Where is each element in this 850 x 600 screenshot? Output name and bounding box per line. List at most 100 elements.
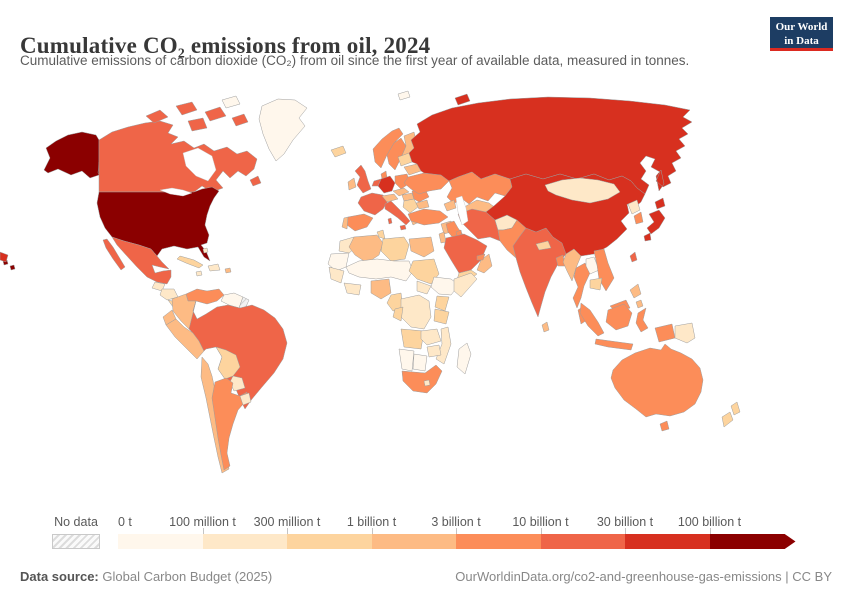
legend-bin-5[interactable]	[456, 534, 541, 549]
country-western-sahara[interactable]	[327, 252, 350, 272]
country-greenland[interactable]	[221, 95, 308, 162]
country-jamaica[interactable]	[195, 270, 203, 277]
country-iceland[interactable]	[330, 145, 347, 158]
country-mexico[interactable]	[111, 236, 172, 285]
country-bulgaria[interactable]	[415, 199, 430, 210]
country-lesotho[interactable]	[423, 379, 431, 387]
country-puerto-rico[interactable]	[224, 267, 232, 274]
legend-bin-6[interactable]	[540, 534, 625, 549]
country-zambia[interactable]	[420, 328, 442, 346]
country-south-africa[interactable]	[401, 364, 443, 394]
caspian-sea-water	[455, 195, 469, 226]
country-bahamas[interactable]	[202, 247, 209, 254]
country-ethiopia[interactable]	[430, 276, 460, 296]
country-nigeria[interactable]	[370, 278, 392, 300]
country-cambodia[interactable]	[589, 277, 603, 291]
country-taiwan[interactable]	[629, 251, 638, 263]
country-tanzania[interactable]	[433, 308, 450, 325]
country-egypt[interactable]	[408, 236, 435, 258]
legend-tick-label: 1 billion t	[346, 515, 397, 529]
country-mongolia[interactable]	[544, 177, 621, 204]
country-new-zealand[interactable]	[721, 401, 741, 428]
country-uruguay[interactable]	[239, 392, 252, 406]
country-zimbabwe[interactable]	[426, 344, 442, 358]
country-kenya[interactable]	[434, 295, 450, 312]
country-balkans[interactable]	[402, 198, 419, 214]
country-somalia[interactable]	[453, 272, 478, 298]
owid-logo-line1: Our World	[775, 21, 828, 33]
country-thailand[interactable]	[572, 262, 591, 309]
country-indonesia[interactable]	[579, 302, 676, 351]
legend-bin-1[interactable]	[118, 534, 203, 549]
country-japan[interactable]	[643, 197, 666, 242]
legend-bin-7[interactable]	[625, 534, 710, 549]
legend-bin-3[interactable]	[287, 534, 372, 549]
country-italy[interactable]	[384, 200, 411, 231]
country-congo[interactable]	[392, 306, 404, 322]
country-canada[interactable]	[98, 120, 258, 193]
country-vietnam[interactable]	[593, 248, 615, 292]
country-north-korea[interactable]	[627, 199, 641, 215]
country-saudi-arabia[interactable]	[443, 233, 488, 274]
country-hispaniola[interactable]	[207, 263, 221, 272]
country-mali-niger-chad[interactable]	[345, 258, 414, 282]
great-lakes-water	[159, 187, 193, 197]
country-drc[interactable]	[400, 294, 432, 330]
country-united-states[interactable]	[96, 186, 220, 262]
country-algeria[interactable]	[348, 234, 384, 264]
country-australia[interactable]	[610, 343, 704, 432]
legend-bin-4[interactable]	[371, 534, 456, 549]
country-botswana[interactable]	[412, 353, 428, 372]
footer-attribution-link[interactable]: OurWorldinData.org/co2-and-greenhouse-ga…	[455, 569, 832, 584]
country-ireland[interactable]	[347, 177, 357, 191]
owid-logo[interactable]: Our World in Data	[770, 17, 833, 51]
country-sweden[interactable]	[386, 137, 407, 171]
country-namibia[interactable]	[398, 348, 415, 372]
country-angola[interactable]	[400, 328, 425, 350]
country-senegal-guinea[interactable]	[328, 266, 345, 284]
legend-tick-mark	[202, 528, 204, 534]
country-germany[interactable]	[377, 175, 396, 194]
country-sudan[interactable]	[408, 258, 440, 285]
country-ivory-ghana[interactable]	[343, 282, 362, 296]
country-sri-lanka[interactable]	[541, 321, 550, 333]
country-portugal[interactable]	[341, 216, 349, 230]
country-canada-arctic-islands[interactable]	[145, 101, 262, 187]
country-mexico-baja[interactable]	[102, 238, 126, 271]
country-russia[interactable]	[0, 93, 693, 263]
country-turkey[interactable]	[407, 208, 449, 226]
country-brazil[interactable]	[188, 300, 288, 410]
country-papua-new-guinea[interactable]	[674, 322, 696, 344]
country-united-states-alaska[interactable]	[43, 131, 100, 179]
country-austria-switzerland[interactable]	[381, 193, 399, 203]
country-argentina[interactable]	[211, 377, 248, 471]
legend-no-data-swatch[interactable]	[52, 534, 100, 549]
country-france[interactable]	[357, 192, 389, 216]
country-south-korea[interactable]	[633, 211, 644, 225]
country-laos[interactable]	[585, 256, 600, 275]
country-nepal[interactable]	[535, 240, 552, 251]
country-caucasus[interactable]	[443, 199, 457, 212]
country-myanmar[interactable]	[562, 248, 582, 282]
country-oman[interactable]	[476, 253, 493, 274]
country-libya[interactable]	[380, 236, 410, 262]
country-united-kingdom[interactable]	[354, 164, 372, 194]
owid-logo-line2: in Data	[784, 34, 819, 47]
legend-tick-mark	[287, 528, 288, 534]
country-benelux[interactable]	[371, 178, 382, 187]
country-spain[interactable]	[346, 213, 374, 232]
country-cuba[interactable]	[176, 255, 204, 269]
country-south-sudan[interactable]	[416, 280, 432, 295]
country-madagascar[interactable]	[456, 342, 472, 375]
footer: Data source: Global Carbon Budget (2025)…	[20, 569, 832, 584]
legend-arrow	[777, 534, 796, 549]
country-czech-slovakia[interactable]	[392, 187, 410, 197]
country-norway[interactable]	[372, 127, 404, 169]
country-svalbard[interactable]	[397, 90, 411, 101]
legend-tick-label: 100 million t	[169, 515, 236, 529]
legend-bin-2[interactable]	[202, 534, 287, 549]
country-uae[interactable]	[476, 253, 486, 261]
legend-bin-8[interactable]	[709, 534, 778, 549]
country-honduras-nicaragua[interactable]	[159, 288, 179, 301]
country-philippines[interactable]	[629, 283, 644, 309]
